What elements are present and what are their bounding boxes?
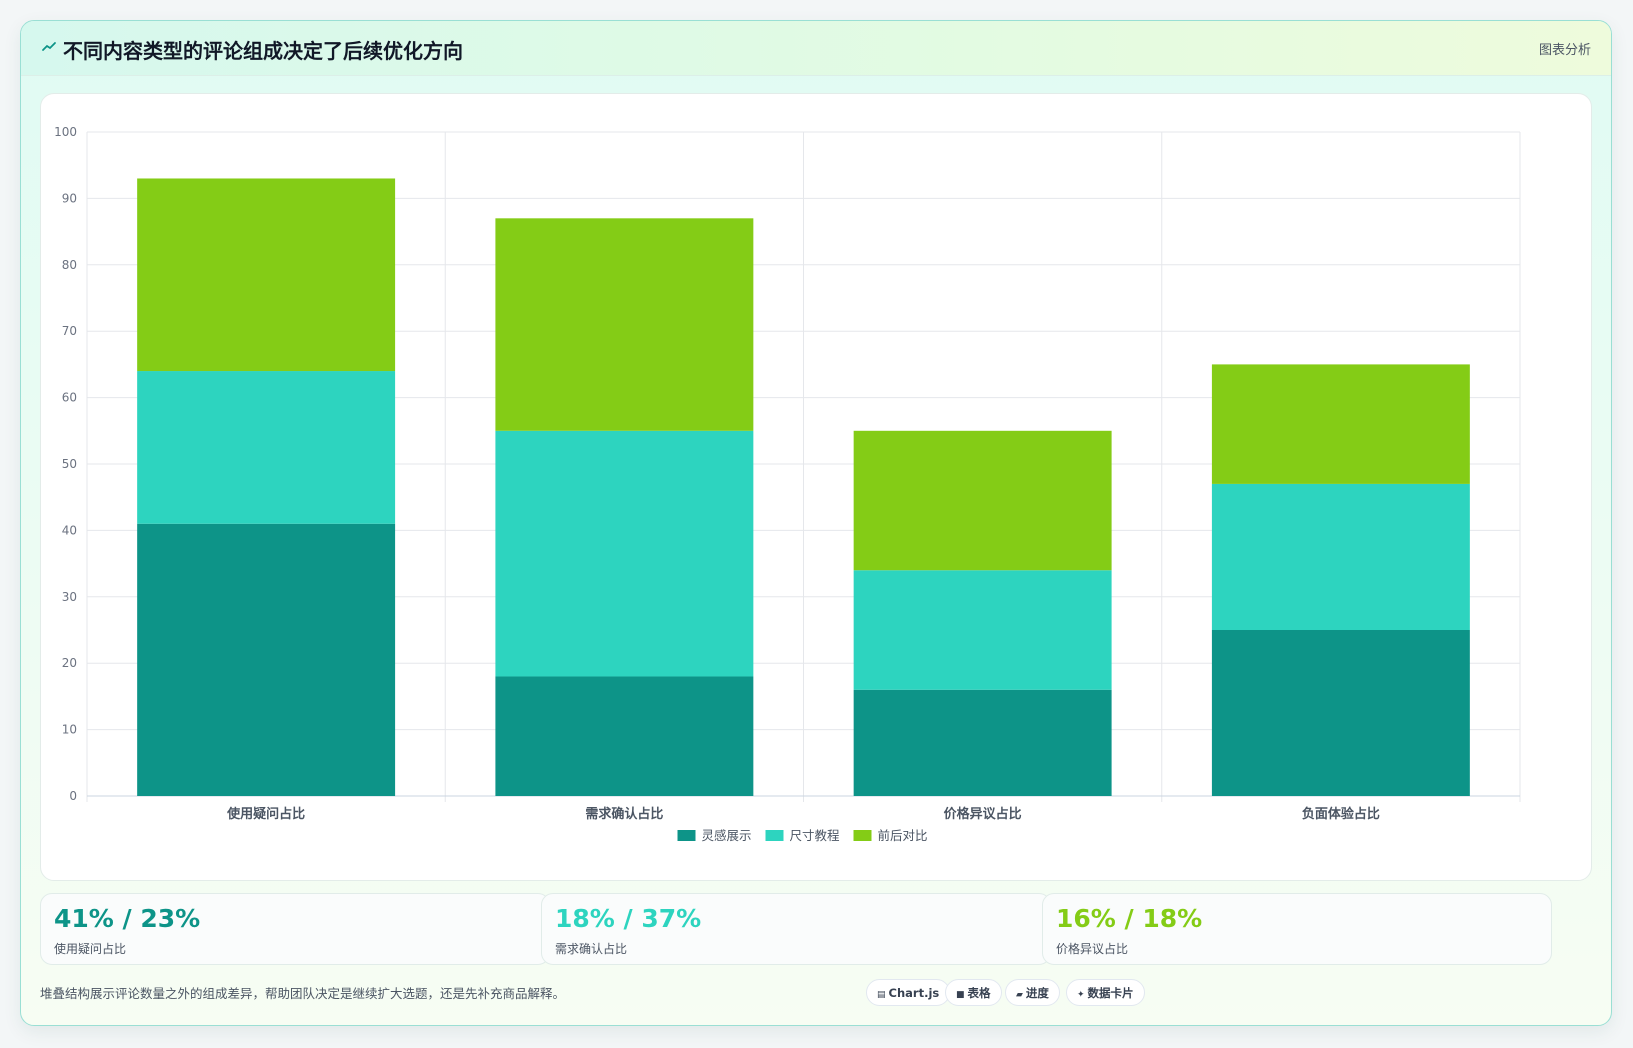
stat-card-price: 16% / 18% 价格异议占比 bbox=[1042, 893, 1552, 965]
stat-label: 价格异议占比 bbox=[1056, 942, 1129, 956]
stat-label: 使用疑问占比 bbox=[54, 942, 127, 956]
stat-card-usage: 41% / 23% 使用疑问占比 bbox=[40, 893, 550, 965]
y-tick-label: 60 bbox=[62, 391, 77, 405]
chip-chartjs[interactable]: ▤ Chart.js bbox=[866, 979, 951, 1006]
chart-spark-icon bbox=[42, 42, 56, 51]
chart-analysis-badge[interactable]: 图表分析 bbox=[1538, 43, 1591, 58]
stat-label: 需求确认占比 bbox=[555, 942, 628, 956]
chip-table[interactable]: ■ 表格 bbox=[945, 979, 1002, 1006]
y-tick-label: 80 bbox=[62, 258, 77, 272]
bar-segment bbox=[1211, 483, 1470, 630]
y-tick-label: 100 bbox=[54, 125, 77, 139]
bar-segment bbox=[137, 523, 396, 796]
legend-label: 灵感展示 bbox=[702, 828, 752, 843]
bar-segment bbox=[137, 178, 396, 372]
legend-label: 尺寸教程 bbox=[790, 828, 841, 843]
chart-card: 不同内容类型的评论组成决定了后续优化方向 图表分析 0 10 20 30 40 50 60 7… bbox=[20, 20, 1612, 1026]
chart-panel: 0 10 20 30 40 50 60 70 80 90 100 使用疑问占比 需求确认占比 价格异议占比… bbox=[40, 93, 1592, 881]
y-tick-label: 90 bbox=[62, 191, 77, 205]
chip-label: 数据卡片 bbox=[1087, 986, 1134, 1000]
table-icon: ■ bbox=[956, 990, 965, 1000]
stacked-bar-chart: 0 10 20 30 40 50 60 70 80 90 100 使用疑问占比 需求确认占比 价格异议占比… bbox=[54, 125, 1521, 843]
y-tick-label: 70 bbox=[62, 324, 77, 338]
chip-label: 进度 bbox=[1025, 986, 1049, 1000]
bar-segment bbox=[495, 430, 754, 677]
chart-icon: ▤ bbox=[877, 990, 886, 1000]
legend-swatch bbox=[853, 830, 872, 841]
stat-value: 18% / 37% bbox=[555, 904, 702, 933]
stat-value: 16% / 18% bbox=[1056, 904, 1203, 933]
chip-data-card[interactable]: ✦ 数据卡片 bbox=[1066, 979, 1145, 1006]
footer-note: 堆叠结构展示评论数量之外的组成差异，帮助团队决定是继续扩大选题，还是先补充商品解… bbox=[40, 986, 566, 1001]
chip-label: 表格 bbox=[967, 986, 991, 1000]
sparkle-icon: ✦ bbox=[1077, 990, 1085, 1000]
bar-segment bbox=[495, 218, 754, 431]
y-tick-label: 50 bbox=[62, 457, 77, 471]
x-tick-label: 需求确认占比 bbox=[585, 806, 663, 822]
legend-swatch bbox=[677, 830, 696, 841]
y-tick-label: 40 bbox=[62, 523, 77, 537]
stat-value: 41% / 23% bbox=[54, 904, 201, 933]
x-tick-label: 价格异议占比 bbox=[944, 806, 1022, 822]
bar-segment bbox=[853, 570, 1112, 690]
y-tick-label: 10 bbox=[62, 723, 77, 737]
bar-segment bbox=[853, 430, 1112, 571]
stat-card-demand: 18% / 37% 需求确认占比 bbox=[541, 893, 1051, 965]
chart-title: 不同内容类型的评论组成决定了后续优化方向 bbox=[63, 39, 463, 63]
legend-swatch bbox=[765, 830, 784, 841]
x-tick-label: 使用疑问占比 bbox=[226, 806, 305, 822]
card-header: 不同内容类型的评论组成决定了后续优化方向 图表分析 bbox=[21, 21, 1611, 76]
bar-segment bbox=[853, 689, 1112, 796]
progress-icon: ▰ bbox=[1016, 990, 1023, 1000]
x-tick-label: 负面体验占比 bbox=[1302, 806, 1380, 822]
chip-label: Chart.js bbox=[888, 986, 940, 1000]
legend-label: 前后对比 bbox=[878, 828, 928, 843]
bar-segment bbox=[495, 676, 754, 796]
bar-segment bbox=[137, 371, 396, 524]
bar-segment bbox=[1211, 630, 1470, 796]
bar-segment bbox=[1211, 364, 1470, 484]
chip-progress[interactable]: ▰ 进度 bbox=[1005, 979, 1060, 1006]
y-tick-label: 30 bbox=[62, 590, 77, 604]
y-tick-label: 20 bbox=[62, 656, 77, 670]
y-tick-label: 0 bbox=[69, 789, 77, 803]
